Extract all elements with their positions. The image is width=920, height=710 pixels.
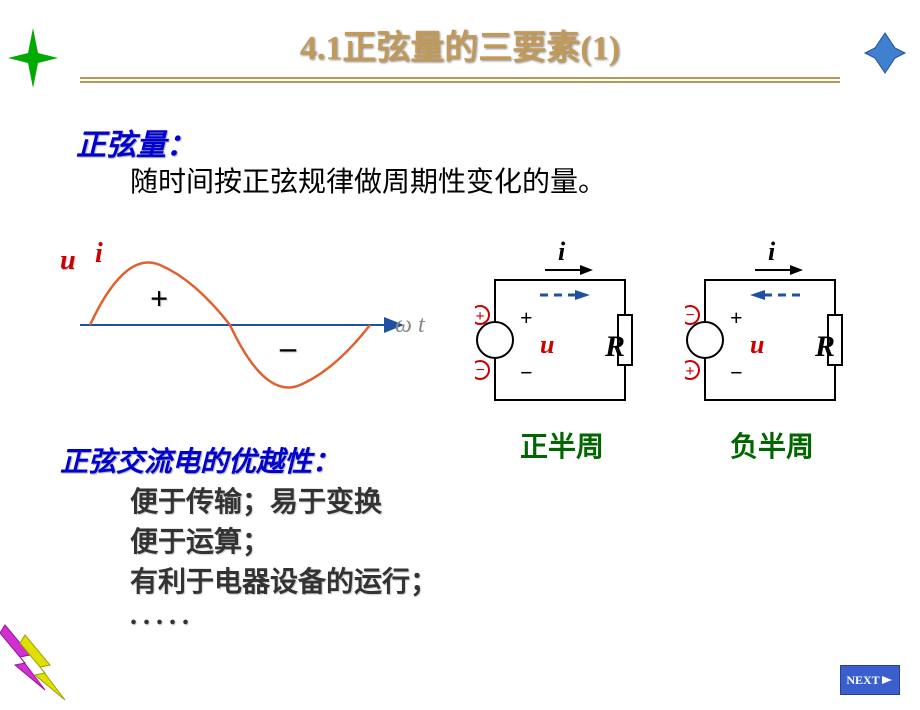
lightning-bl xyxy=(0,615,70,705)
circuit1-label: 正半周 xyxy=(520,425,604,465)
svg-text:−: − xyxy=(475,362,484,379)
circuit1-minus: − xyxy=(520,360,533,386)
title-rule xyxy=(80,77,840,83)
next-arrow-icon xyxy=(882,674,894,686)
star-tr xyxy=(860,28,910,78)
adv-item-1: 便于运算； xyxy=(130,520,270,560)
circuit1-u: u xyxy=(540,330,554,360)
circuit2-plus: + xyxy=(730,305,743,331)
plus-sign: + xyxy=(150,280,168,317)
circuit1-R: R xyxy=(605,330,625,364)
circuit2-label: 负半周 xyxy=(730,425,814,465)
page-title: 4.1正弦量的三要素(1) xyxy=(0,20,920,69)
circuit2-R: R xyxy=(815,330,835,364)
svg-text:−: − xyxy=(685,307,694,324)
svg-text:+: + xyxy=(685,363,694,380)
adv-item-3: ..... xyxy=(130,600,195,632)
sine-plot xyxy=(70,245,420,405)
next-label: NEXT xyxy=(846,673,879,688)
adv-item-0: 便于传输；易于变换 xyxy=(130,480,382,520)
svg-text:+: + xyxy=(475,308,484,325)
i-axis-label: i xyxy=(95,238,103,270)
minus-sign: _ xyxy=(280,318,296,355)
circuit2-u: u xyxy=(750,330,764,360)
star-tl xyxy=(8,28,58,88)
definition-label: 正弦量： xyxy=(76,120,196,164)
next-button[interactable]: NEXT xyxy=(840,665,900,695)
circuit1-i: i xyxy=(558,237,565,267)
circuit2-minus: − xyxy=(730,360,743,386)
advantages-label: 正弦交流电的优越性： xyxy=(60,440,340,480)
adv-item-2: 有利于电器设备的运行； xyxy=(130,560,438,600)
omega-t-label: ω t xyxy=(395,312,425,339)
circuit2-i: i xyxy=(768,237,775,267)
u-axis-label: u xyxy=(60,245,76,277)
circuit1-plus: + xyxy=(520,305,533,331)
definition-text: 随时间按正弦规律做周期性变化的量。 xyxy=(130,160,606,200)
